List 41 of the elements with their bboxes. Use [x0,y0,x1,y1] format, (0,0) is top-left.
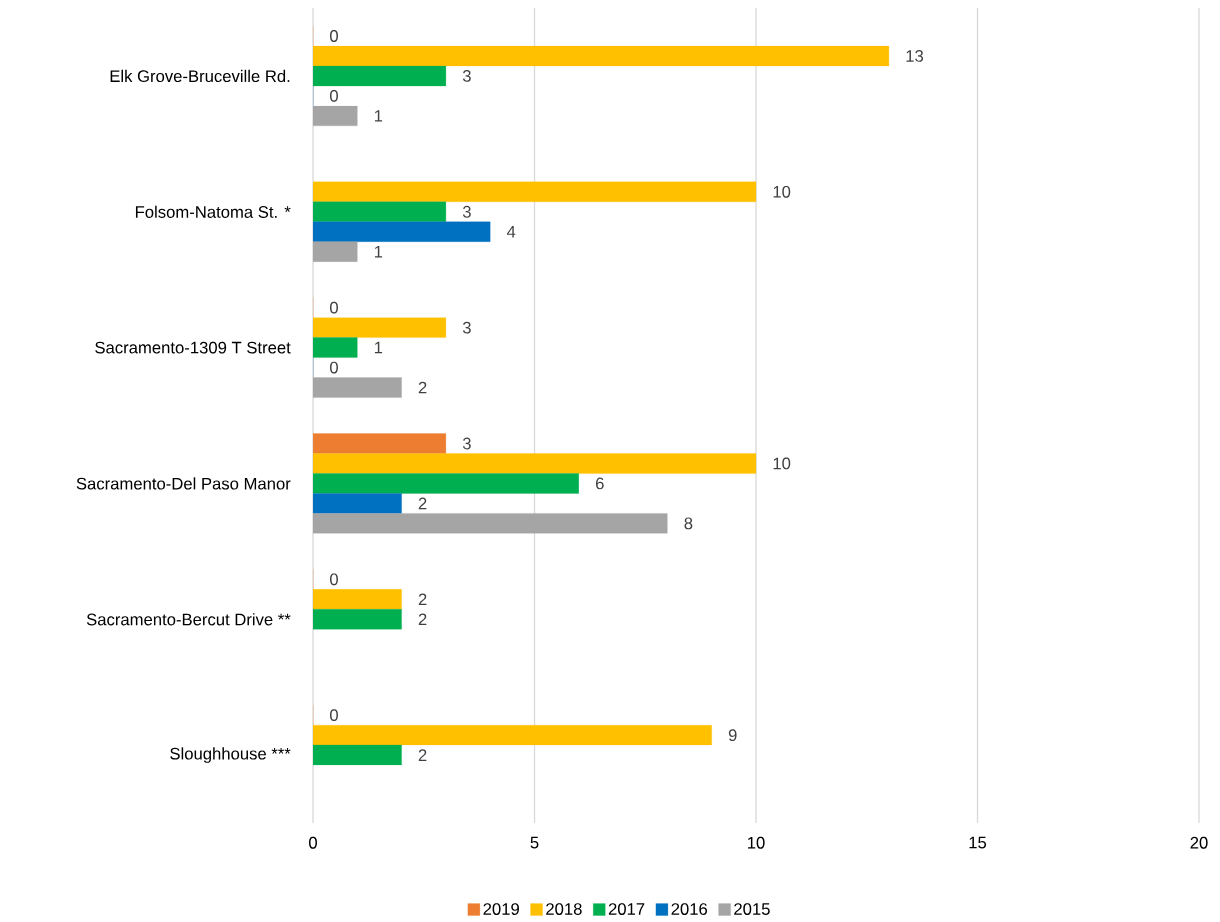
legend-label: 2017 [608,903,645,915]
data-label: 8 [684,517,693,530]
y-tick-label: Sacramento-Bercut Drive ** [86,613,291,626]
x-tick-label: 5 [530,836,539,849]
y-tick-label: Folsom-Natoma St. * [135,205,291,218]
data-label: 6 [596,477,604,490]
legend-label: 2018 [546,903,582,915]
data-label: 10 [773,185,791,198]
data-label: 1 [374,245,383,258]
x-tick-label: 10 [748,836,765,849]
data-label: 10 [773,457,791,470]
data-label: 3 [462,70,471,82]
data-label: 0 [330,90,338,102]
data-label: 3 [462,437,471,450]
data-label: 2 [418,749,427,761]
data-label: 4 [506,226,516,238]
x-tick-label: 20 [1190,836,1208,849]
x-tick-label: 15 [969,836,987,849]
data-label: 2 [418,497,427,510]
data-label: 2 [418,613,427,626]
data-label: 3 [462,205,471,218]
legend-label: 2016 [671,903,708,915]
data-label: 0 [330,709,338,722]
legend-label: 2019 [483,903,519,915]
legend-label: 2015 [734,903,770,915]
data-label: 1 [374,341,383,354]
y-tick-label: Elk Grove-Bruceville Rd. [110,69,290,83]
data-label: 0 [330,573,338,586]
data-label: 2 [418,593,427,606]
x-tick-label: 0 [309,836,317,849]
data-label: 0 [330,361,338,374]
y-tick-label: Sloughhouse *** [170,747,291,763]
data-label: 13 [906,50,924,62]
data-label: 2 [418,381,427,394]
y-tick-label: Sacramento-1309 T Street [95,341,291,354]
data-label: 0 [330,30,338,42]
data-label: 3 [462,321,471,334]
data-label: 0 [330,301,338,314]
data-label: 1 [374,110,383,122]
y-tick-label: Sacramento-Del Paso Manor [76,477,291,490]
data-label: 9 [728,729,737,742]
